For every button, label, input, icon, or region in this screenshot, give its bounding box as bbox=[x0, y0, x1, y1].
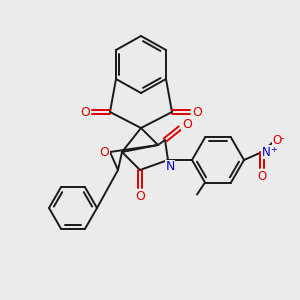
Text: N: N bbox=[165, 160, 175, 173]
Text: O: O bbox=[135, 190, 145, 202]
Text: O: O bbox=[99, 146, 109, 158]
Text: -: - bbox=[281, 133, 284, 143]
Text: O: O bbox=[257, 169, 267, 182]
Text: O: O bbox=[192, 106, 202, 118]
Text: +: + bbox=[270, 145, 277, 154]
Text: O: O bbox=[182, 118, 192, 131]
Text: O: O bbox=[272, 134, 282, 146]
Text: N: N bbox=[262, 146, 270, 158]
Text: O: O bbox=[80, 106, 90, 118]
